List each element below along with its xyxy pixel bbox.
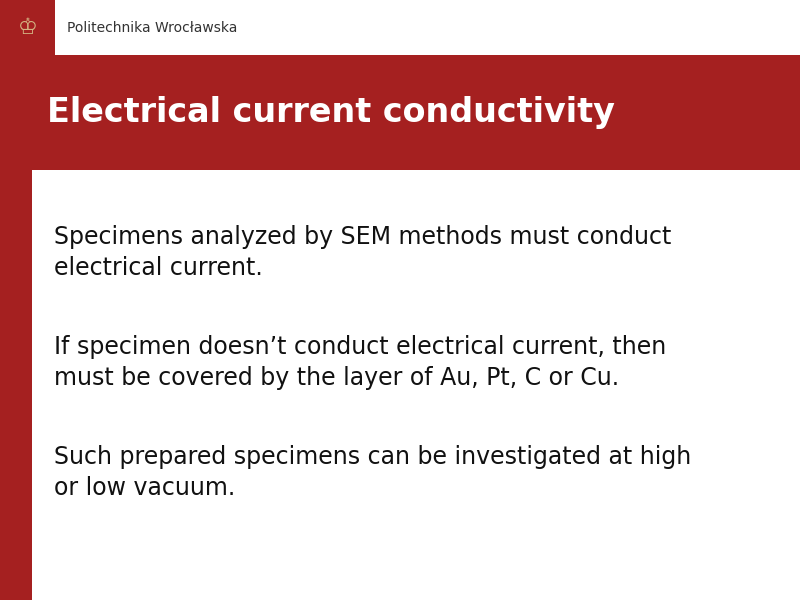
Text: Such prepared specimens can be investigated at high
or low vacuum.: Such prepared specimens can be investiga… [54, 445, 691, 500]
Bar [0, 55, 800, 170]
Text: Specimens analyzed by SEM methods must conduct
electrical current.: Specimens analyzed by SEM methods must c… [54, 225, 671, 280]
Bar [0, 170, 32, 600]
Text: Politechnika Wrocławska: Politechnika Wrocławska [67, 20, 238, 34]
Text: If specimen doesn’t conduct electrical current, then
must be covered by the laye: If specimen doesn’t conduct electrical c… [54, 335, 666, 389]
Text: ♔: ♔ [18, 17, 38, 37]
Bar [0, 0, 800, 55]
Bar [0, 0, 55, 55]
Text: Electrical current conductivity: Electrical current conductivity [47, 96, 615, 129]
